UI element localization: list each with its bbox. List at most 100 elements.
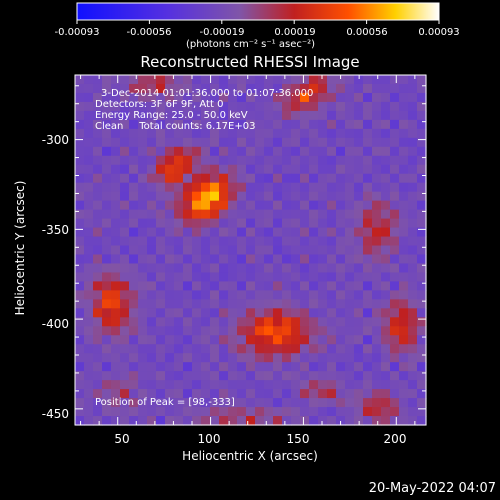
heatmap-cell — [183, 75, 193, 85]
heatmap-cell — [345, 92, 355, 103]
heatmap-cell — [390, 128, 400, 139]
heatmap-cell — [156, 254, 166, 265]
annotation-energy-range: Energy Range: 25.0 - 50.0 keV — [95, 110, 248, 121]
heatmap-cell — [237, 101, 247, 112]
heatmap-cell — [417, 200, 427, 211]
heatmap-cell — [309, 371, 319, 381]
heatmap-cell — [111, 101, 121, 112]
heatmap-cell — [309, 344, 319, 354]
heatmap-cell — [282, 308, 292, 318]
heatmap-cell — [318, 371, 328, 381]
heatmap-cell — [201, 389, 211, 399]
heatmap-cell — [390, 200, 400, 211]
heatmap-cell — [246, 92, 256, 103]
heatmap-cell — [129, 398, 139, 408]
heatmap-cell — [228, 236, 238, 247]
heatmap-cell — [408, 290, 418, 300]
heatmap-cell — [399, 191, 409, 202]
heatmap-cell — [345, 209, 355, 220]
heatmap-cell — [201, 227, 211, 238]
heatmap-cell — [246, 416, 256, 426]
heatmap-cell — [201, 263, 211, 274]
heatmap-cell — [363, 182, 373, 193]
heatmap-cell — [129, 227, 139, 238]
heatmap-cell — [399, 290, 409, 300]
colorbar-tick-label: 0.00019 — [274, 27, 316, 38]
heatmap-cell — [354, 101, 364, 112]
heatmap-cell — [390, 254, 400, 265]
heatmap-cell — [327, 272, 337, 283]
heatmap-cell — [264, 317, 274, 327]
heatmap-cell — [129, 416, 139, 426]
heatmap-cell — [282, 75, 292, 85]
heatmap-cell — [228, 407, 238, 417]
heatmap-cell — [210, 326, 220, 336]
heatmap-cell — [327, 254, 337, 265]
heatmap-cell — [174, 92, 184, 103]
heatmap-cell — [246, 362, 256, 372]
heatmap-cell — [282, 362, 292, 372]
heatmap-cell — [210, 236, 220, 247]
heatmap-cell — [264, 371, 274, 381]
heatmap-cell — [192, 344, 202, 354]
heatmap-cell — [408, 101, 418, 112]
heatmap-cell — [264, 119, 274, 130]
heatmap-cell — [129, 191, 139, 202]
heatmap-cell — [318, 236, 328, 247]
heatmap-cell — [354, 164, 364, 175]
heatmap-cell — [327, 353, 337, 363]
heatmap-cell — [345, 389, 355, 399]
heatmap-cell — [372, 236, 382, 247]
heatmap-cell — [165, 83, 175, 94]
heatmap-cell — [138, 317, 148, 327]
heatmap-cell — [120, 182, 130, 193]
heatmap-cell — [345, 128, 355, 139]
heatmap-cell — [129, 173, 139, 184]
heatmap-cell — [147, 83, 157, 94]
heatmap-cell — [408, 272, 418, 283]
heatmap-cell — [147, 416, 157, 426]
heatmap-cell — [309, 209, 319, 220]
heatmap-cell — [417, 182, 427, 193]
heatmap-cell — [84, 407, 94, 417]
heatmap-cell — [327, 299, 337, 309]
heatmap-cell — [174, 182, 184, 193]
heatmap-cell — [255, 137, 265, 148]
heatmap-cell — [102, 416, 112, 426]
heatmap-cell — [192, 281, 202, 291]
heatmap-cell — [129, 407, 139, 417]
heatmap-cell — [273, 83, 283, 94]
heatmap-cell — [111, 362, 121, 372]
heatmap-cell — [138, 281, 148, 291]
heatmap-cell — [327, 92, 337, 103]
heatmap-cell — [84, 137, 94, 148]
heatmap-cell — [381, 101, 391, 112]
heatmap-cell — [111, 344, 121, 354]
heatmap-cell — [273, 326, 283, 336]
heatmap-cell — [156, 101, 166, 112]
heatmap-cell — [390, 110, 400, 121]
heatmap-cell — [390, 380, 400, 390]
heatmap-cell — [156, 146, 166, 157]
heatmap-cell — [165, 416, 175, 426]
heatmap-cell — [345, 101, 355, 112]
heatmap-cell — [354, 389, 364, 399]
heatmap-cell — [120, 335, 130, 345]
heatmap-cell — [399, 344, 409, 354]
heatmap-cell — [309, 191, 319, 202]
heatmap-cell — [327, 83, 337, 94]
heatmap-cell — [264, 137, 274, 148]
heatmap-cell — [93, 272, 103, 283]
heatmap-cell — [273, 119, 283, 130]
heatmap-cell — [255, 335, 265, 345]
heatmap-cell — [147, 218, 157, 229]
heatmap-cell — [84, 263, 94, 274]
heatmap-cell — [75, 218, 85, 229]
heatmap-cell — [138, 344, 148, 354]
heatmap-cell — [255, 416, 265, 426]
heatmap-cell — [93, 290, 103, 300]
heatmap-cell — [165, 380, 175, 390]
heatmap-cell — [417, 209, 427, 220]
heatmap-cell — [165, 344, 175, 354]
heatmap-cell — [183, 380, 193, 390]
